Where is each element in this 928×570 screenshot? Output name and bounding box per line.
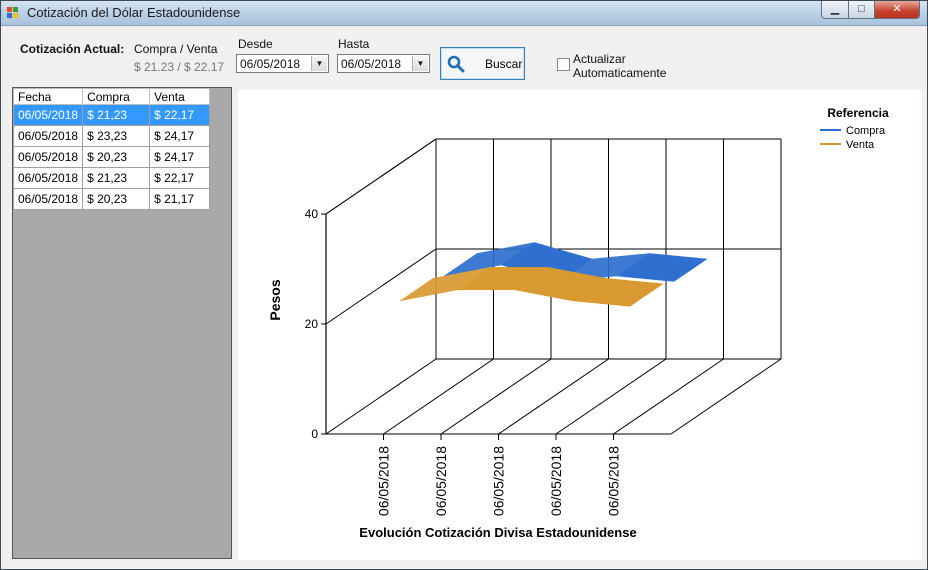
quote-chart: 0 20 40 06/05/2018 06/05/2018 06/05/2018 06/05… (267, 106, 889, 540)
current-rate-label: Cotización Actual: (20, 42, 125, 56)
minimize-icon: ▁ (830, 3, 840, 15)
table-row[interactable]: 06/05/2018 $ 21,23 $ 22,17 (12, 104, 211, 126)
close-button[interactable]: ✕ (874, 1, 920, 19)
legend-label-venta: Venta (846, 139, 875, 151)
floor-gridline (613, 358, 724, 435)
cell-venta[interactable]: $ 22,17 (149, 167, 211, 189)
cell-compra[interactable]: $ 21,23 (82, 104, 151, 126)
y-tick-label: 0 (311, 427, 318, 441)
cell-venta[interactable]: $ 22,17 (149, 104, 211, 126)
cell-venta[interactable]: $ 21,17 (149, 188, 211, 210)
title-bar[interactable]: Cotización del Dólar Estadounidense ▁ □ … (1, 1, 927, 26)
auto-update-label-line2: Automaticamente (573, 66, 667, 80)
desde-label: Desde (238, 37, 273, 51)
chart-axes: 0 20 40 06/05/2018 06/05/2018 06/05/2018 06/05… (305, 138, 671, 516)
y-tick-label: 20 (305, 317, 319, 331)
side-gridline (325, 248, 437, 325)
window-title: Cotización del Dólar Estadounidense (27, 5, 241, 20)
close-icon: ✕ (892, 3, 902, 15)
chevron-down-icon[interactable]: ▼ (412, 56, 428, 71)
chart-title: Evolución Cotización Divisa Estadouniden… (359, 525, 636, 540)
top-edge (325, 138, 437, 215)
x-tick-label: 06/05/2018 (376, 446, 392, 516)
y-tick-label: 40 (305, 207, 319, 221)
search-icon (447, 55, 465, 73)
cell-compra[interactable]: $ 20,23 (82, 188, 151, 210)
rates-grid[interactable]: Fecha Compra Venta 06/05/2018 $ 21,23 $ … (12, 87, 232, 559)
chart-panel: 0 20 40 06/05/2018 06/05/2018 06/05/2018 06/05… (238, 90, 922, 560)
compra-venta-value: $ 21.23 / $ 22.17 (134, 60, 225, 74)
cell-fecha[interactable]: 06/05/2018 (12, 188, 84, 210)
x-tick-label: 06/05/2018 (491, 446, 507, 516)
floor-gridline (440, 358, 552, 435)
compra-venta-label: Compra / Venta (134, 42, 218, 56)
auto-update-checkbox[interactable] (557, 58, 570, 71)
legend-title: Referencia (827, 106, 889, 120)
buscar-button[interactable]: Buscar (440, 47, 525, 80)
buscar-label: Buscar (485, 57, 523, 71)
legend-label-compra: Compra (846, 125, 886, 137)
chart-series (399, 242, 708, 307)
app-icon (7, 7, 18, 18)
x-tick-label: 06/05/2018 (433, 446, 449, 516)
x-tick-label: 06/05/2018 (548, 446, 564, 516)
desde-date-picker[interactable]: 06/05/2018 ▼ (236, 54, 329, 73)
column-header-fecha[interactable]: Fecha (12, 88, 84, 105)
chevron-down-icon[interactable]: ▼ (311, 56, 327, 71)
maximize-button[interactable]: □ (848, 1, 875, 19)
x-tick-label: 06/05/2018 (606, 446, 622, 516)
cell-venta[interactable]: $ 24,17 (149, 146, 211, 168)
table-header-row: Fecha Compra Venta (12, 88, 211, 105)
cell-fecha[interactable]: 06/05/2018 (12, 125, 84, 147)
auto-update-label-line1: Actualizar (573, 52, 626, 66)
rates-table: Fecha Compra Venta 06/05/2018 $ 21,23 $ … (12, 88, 211, 210)
cell-fecha[interactable]: 06/05/2018 (12, 104, 84, 126)
column-header-venta[interactable]: Venta (149, 88, 211, 105)
table-row[interactable]: 06/05/2018 $ 20,23 $ 21,17 (12, 188, 211, 210)
cell-venta[interactable]: $ 24,17 (149, 125, 211, 147)
cell-compra[interactable]: $ 20,23 (82, 146, 151, 168)
table-row[interactable]: 06/05/2018 $ 23,23 $ 24,17 (12, 125, 211, 147)
hasta-date-value: 06/05/2018 (341, 57, 402, 71)
cell-compra[interactable]: $ 21,23 (82, 167, 151, 189)
maximize-icon: □ (858, 3, 865, 15)
cell-fecha[interactable]: 06/05/2018 (12, 167, 84, 189)
series-segment-venta (571, 278, 664, 307)
table-row[interactable]: 06/05/2018 $ 21,23 $ 22,17 (12, 167, 211, 189)
hasta-date-picker[interactable]: 06/05/2018 ▼ (337, 54, 430, 73)
series-segment-compra (615, 253, 708, 282)
side-gridline (325, 358, 437, 435)
floor-gridline (555, 358, 667, 435)
client-area: Cotización Actual: Compra / Venta $ 21.2… (3, 26, 924, 566)
chart-legend: Referencia Compra Venta (820, 106, 889, 151)
y-axis-label: Pesos (267, 279, 283, 320)
floor-gridline (498, 358, 609, 435)
hasta-label: Hasta (338, 37, 370, 51)
floor-gridline (383, 358, 494, 435)
table-row[interactable]: 06/05/2018 $ 20,23 $ 24,17 (12, 146, 211, 168)
floor-edge (670, 358, 782, 435)
column-header-compra[interactable]: Compra (82, 88, 151, 105)
desde-date-value: 06/05/2018 (240, 57, 301, 71)
minimize-button[interactable]: ▁ (821, 1, 849, 19)
cell-fecha[interactable]: 06/05/2018 (12, 146, 84, 168)
cell-compra[interactable]: $ 23,23 (82, 125, 151, 147)
